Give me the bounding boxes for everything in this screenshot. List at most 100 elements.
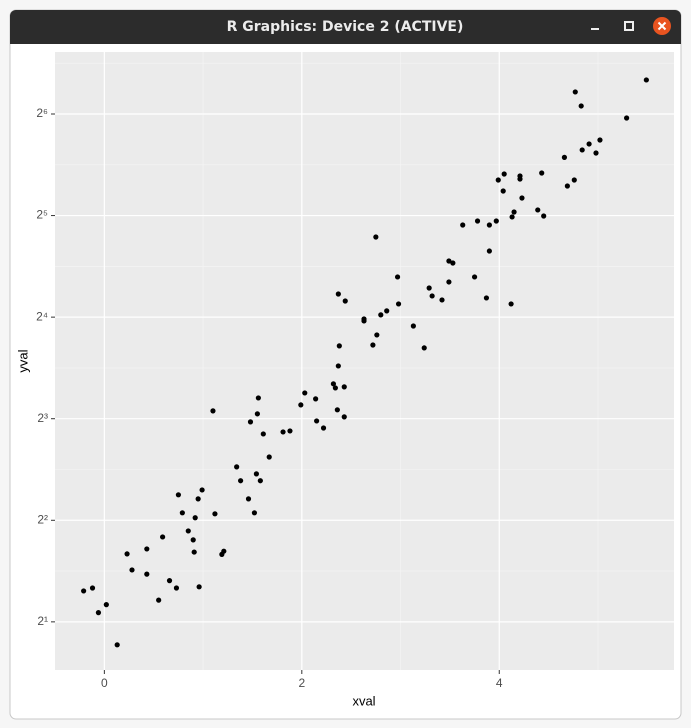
point <box>253 471 259 477</box>
x-tick-label: 4 <box>496 676 503 690</box>
y-tick-label: 2² <box>37 512 48 526</box>
point <box>384 308 390 314</box>
point <box>160 534 166 540</box>
y-tick-label: 2⁴ <box>36 309 48 323</box>
point <box>586 141 592 147</box>
point <box>257 478 263 484</box>
point <box>210 408 216 414</box>
point <box>335 291 341 297</box>
point <box>511 209 517 215</box>
x-tick-label: 0 <box>101 676 108 690</box>
point <box>571 177 577 183</box>
point <box>370 342 376 348</box>
point <box>255 395 261 401</box>
point <box>173 585 180 591</box>
point <box>535 207 541 213</box>
title-bar <box>10 10 681 44</box>
point <box>450 260 456 266</box>
y-tick-label: 2⁶ <box>36 106 48 120</box>
point <box>579 147 585 153</box>
point <box>313 396 319 402</box>
point <box>578 103 584 109</box>
point <box>221 548 227 554</box>
point <box>185 528 191 534</box>
point <box>541 213 547 219</box>
maximize-button[interactable] <box>624 21 634 31</box>
point <box>374 332 380 338</box>
point <box>500 188 506 194</box>
point <box>493 218 499 224</box>
point <box>373 234 379 240</box>
point <box>517 176 523 182</box>
point <box>191 549 197 555</box>
close-button[interactable] <box>653 17 671 35</box>
point <box>334 407 340 413</box>
point <box>266 454 272 460</box>
point <box>89 585 96 591</box>
x-tick-label: 2 <box>298 676 305 690</box>
point <box>245 496 252 502</box>
point <box>624 115 630 121</box>
point <box>251 510 258 516</box>
point <box>509 214 515 220</box>
point <box>320 425 327 431</box>
point <box>144 571 150 577</box>
point <box>156 597 162 603</box>
point <box>234 464 240 470</box>
point <box>501 171 507 177</box>
point <box>175 492 182 498</box>
point <box>199 487 205 493</box>
point <box>486 248 492 254</box>
point <box>460 222 466 228</box>
point <box>597 137 603 143</box>
point <box>314 418 320 424</box>
point <box>179 510 185 516</box>
point <box>483 295 490 301</box>
point <box>336 343 342 349</box>
point <box>144 546 150 552</box>
point <box>196 584 202 590</box>
point <box>192 515 198 521</box>
point <box>330 381 337 387</box>
point <box>643 77 649 83</box>
point <box>495 177 501 183</box>
point <box>129 567 135 573</box>
point <box>421 345 427 351</box>
point <box>190 537 196 543</box>
point <box>572 89 578 95</box>
point <box>429 293 435 299</box>
point <box>195 496 201 502</box>
point <box>564 183 570 189</box>
point <box>287 428 293 434</box>
y-tick-label: 2⁵ <box>36 208 48 222</box>
point <box>508 301 514 307</box>
y-tick-label: 2³ <box>37 411 48 425</box>
point <box>254 411 260 417</box>
window-title: R Graphics: Device 2 (ACTIVE) <box>227 19 464 35</box>
point <box>81 588 87 594</box>
point <box>471 274 478 280</box>
point <box>474 218 481 224</box>
point <box>332 385 338 391</box>
point <box>238 478 244 484</box>
point <box>302 390 308 396</box>
plot-panel <box>55 52 674 670</box>
point <box>124 551 130 557</box>
point <box>378 312 384 318</box>
point <box>519 195 525 201</box>
point <box>298 402 304 408</box>
x-axis-title: xval <box>352 693 375 708</box>
point <box>341 414 347 420</box>
y-tick-label: 2¹ <box>37 614 48 628</box>
point <box>446 279 452 285</box>
point <box>395 301 402 307</box>
point <box>486 222 492 228</box>
point <box>593 150 599 156</box>
point <box>103 602 109 608</box>
point <box>342 298 348 304</box>
point <box>335 363 341 369</box>
point <box>114 642 120 648</box>
point <box>439 297 445 303</box>
point <box>426 285 432 291</box>
